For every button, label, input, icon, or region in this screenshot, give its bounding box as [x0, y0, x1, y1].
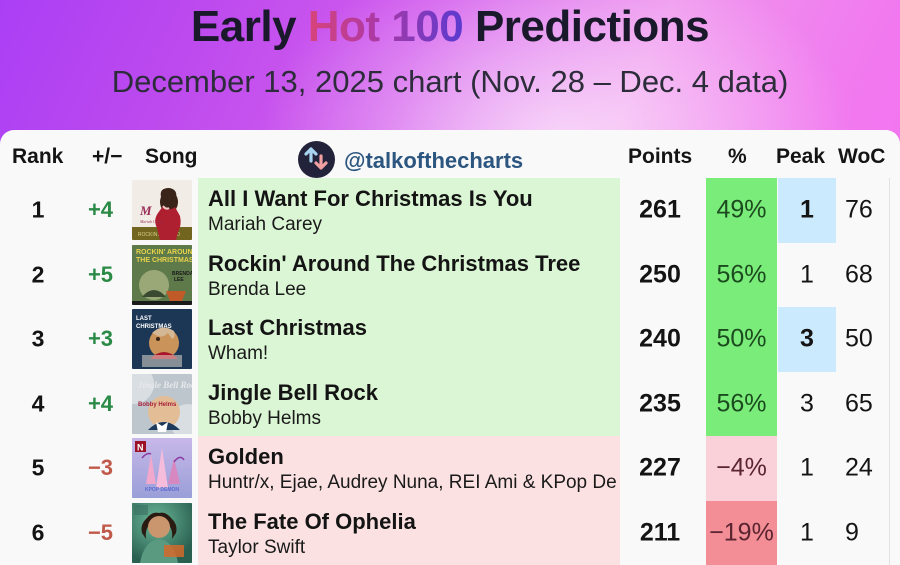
svg-text:M: M: [139, 203, 152, 218]
svg-text:Jingle Bell Rock: Jingle Bell Rock: [137, 380, 192, 390]
svg-text:Mariah Carey: Mariah Carey: [139, 219, 163, 224]
svg-text:LAST: LAST: [136, 316, 152, 322]
svg-text:KPOP DEMON: KPOP DEMON: [145, 487, 179, 493]
svg-text:ROCKIN' AROUND: ROCKIN' AROUND: [136, 249, 192, 256]
svg-text:THE CHRISTMAS TREE: THE CHRISTMAS TREE: [136, 257, 192, 264]
svg-text:Bobby Helms: Bobby Helms: [138, 402, 177, 408]
svg-text:N: N: [137, 443, 144, 453]
svg-text:LEE: LEE: [174, 277, 184, 283]
